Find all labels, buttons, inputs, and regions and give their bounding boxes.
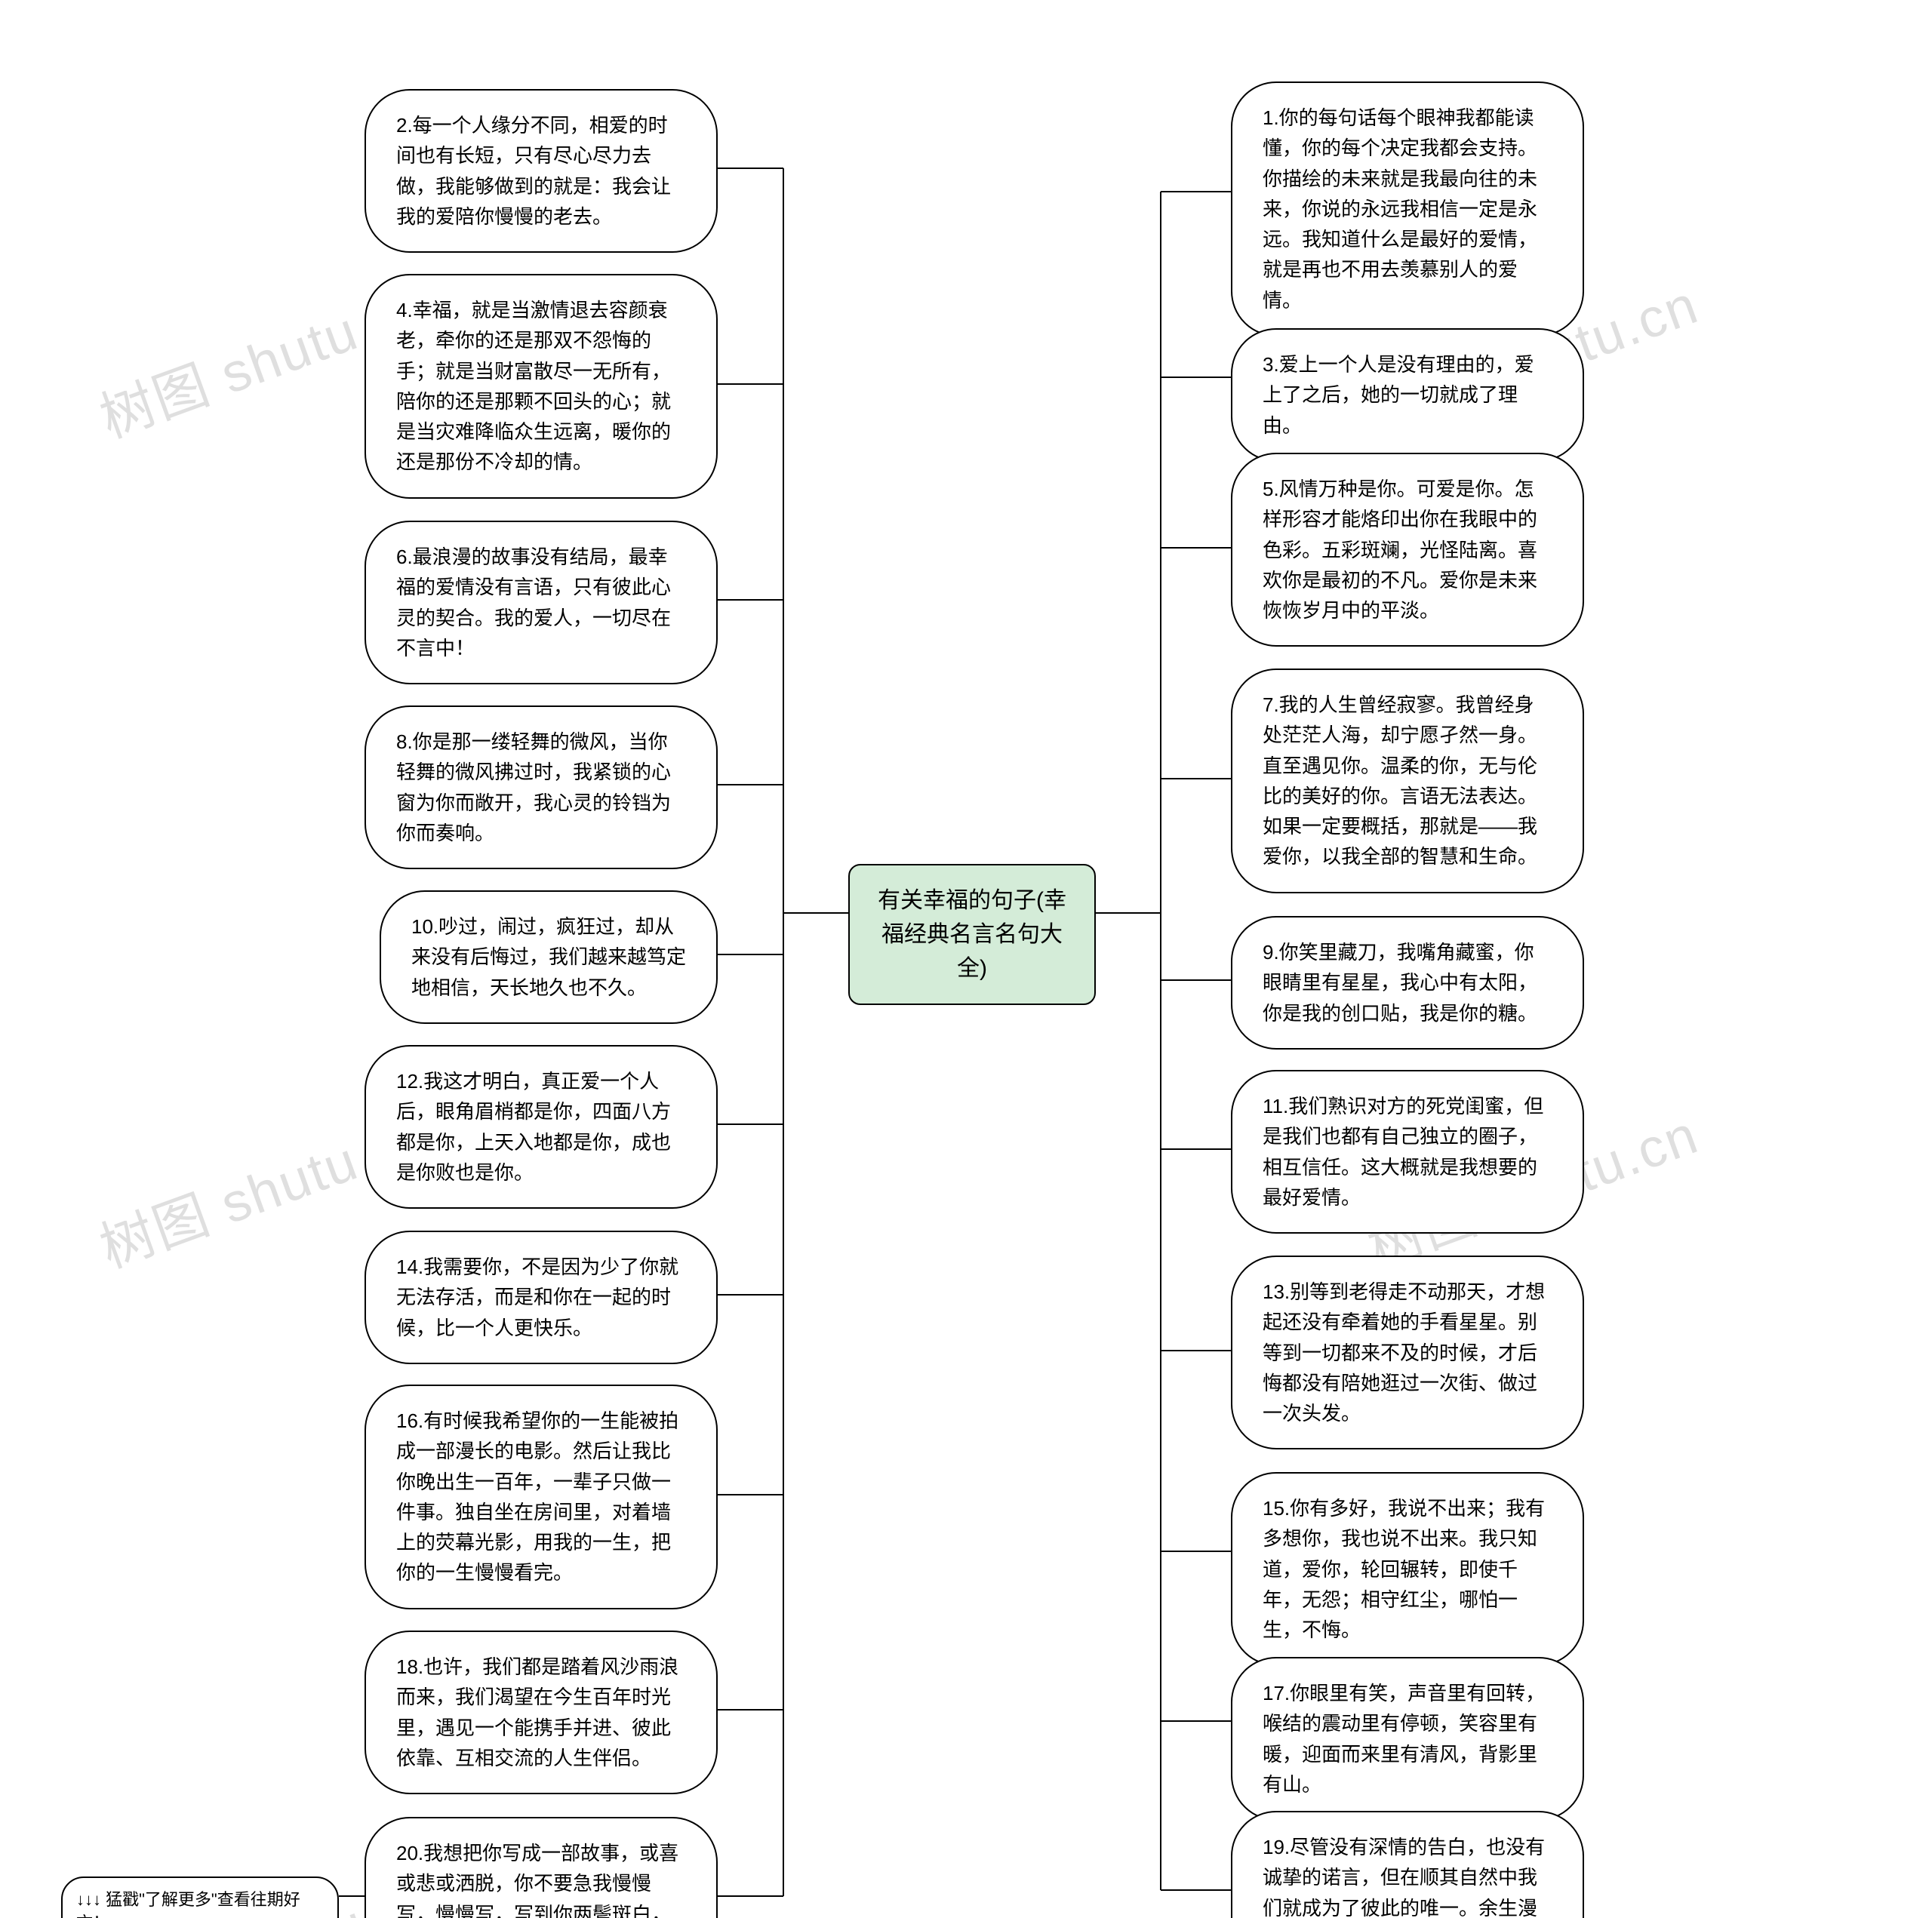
node-text: 2.每一个人缘分不同，相爱的时间也有长短，只有尽心尽力去做，我能够做到的就是：我… bbox=[396, 114, 671, 228]
node-text: 3.爱上一个人是没有理由的，爱上了之后，她的一切就成了理由。 bbox=[1263, 353, 1534, 437]
node-text: 12.我这才明白，真正爱一个人后，眼角眉梢都是你，四面八方都是你，上天入地都是你… bbox=[396, 1070, 671, 1184]
node-14[interactable]: 14.我需要你，不是因为少了你就无法存活，而是和你在一起的时候，比一个人更快乐。 bbox=[365, 1231, 718, 1364]
node-text: 15.你有多好，我说不出来；我有多想你，我也说不出来。我只知道，爱你，轮回辗转，… bbox=[1263, 1497, 1545, 1641]
node-text: 17.你眼里有笑，声音里有回转，喉结的震动里有停顿，笑容里有暖，迎面而来里有清风… bbox=[1263, 1682, 1545, 1796]
node-10[interactable]: 10.吵过，闹过，疯狂过，却从来没有后悔过，我们越来越笃定地相信，天长地久也不久… bbox=[380, 890, 718, 1024]
node-15[interactable]: 15.你有多好，我说不出来；我有多想你，我也说不出来。我只知道，爱你，轮回辗转，… bbox=[1231, 1472, 1584, 1666]
node-3[interactable]: 3.爱上一个人是没有理由的，爱上了之后，她的一切就成了理由。 bbox=[1231, 328, 1584, 462]
node-text: 10.吵过，闹过，疯狂过，却从来没有后悔过，我们越来越笃定地相信，天长地久也不久… bbox=[411, 915, 686, 999]
node-text: 20.我想把你写成一部故事，或喜或悲或洒脱，你不要急我慢慢写，慢慢写，写到你两鬓… bbox=[396, 1842, 678, 1918]
node-text: 18.也许，我们都是踏着风沙雨浪而来，我们渴望在今生百年时光里，遇见一个能携手并… bbox=[396, 1655, 678, 1769]
node-1[interactable]: 1.你的每句话每个眼神我都能读懂，你的每个决定我都会支持。你描绘的未来就是我最向… bbox=[1231, 81, 1584, 337]
node-text: 7.我的人生曾经寂寥。我曾经身处茫茫人海，却宁愿孑然一身。直至遇见你。温柔的你，… bbox=[1263, 693, 1537, 868]
node-18[interactable]: 18.也许，我们都是踏着风沙雨浪而来，我们渴望在今生百年时光里，遇见一个能携手并… bbox=[365, 1631, 718, 1794]
node-text: 5.风情万种是你。可爱是你。怎样形容才能烙印出你在我眼中的色彩。五彩斑斓，光怪陆… bbox=[1263, 478, 1537, 622]
node-13[interactable]: 13.别等到老得走不动那天，才想起还没有牵着她的手看星星。别等到一切都来不及的时… bbox=[1231, 1256, 1584, 1449]
mindmap-canvas: 树图 shutu.cn 树图 shutu.cn 树图 shutu.cn 树图 s… bbox=[0, 0, 1932, 1918]
node-text: 19.尽管没有深情的告白，也没有诚挚的诺言，但在顺其自然中我们就成为了彼此的唯一… bbox=[1263, 1836, 1545, 1918]
node-20-sub[interactable]: ↓↓↓ 猛戳"了解更多"查看往期好文！ bbox=[61, 1877, 339, 1918]
node-19[interactable]: 19.尽管没有深情的告白，也没有诚挚的诺言，但在顺其自然中我们就成为了彼此的唯一… bbox=[1231, 1811, 1584, 1918]
node-16[interactable]: 16.有时候我希望你的一生能被拍成一部漫长的电影。然后让我比你晚出生一百年，一辈… bbox=[365, 1385, 718, 1609]
node-text: 13.别等到老得走不动那天，才想起还没有牵着她的手看星星。别等到一切都来不及的时… bbox=[1263, 1280, 1545, 1425]
node-text: 6.最浪漫的故事没有结局，最幸福的爱情没有言语，只有彼此心灵的契合。我的爱人，一… bbox=[396, 546, 671, 659]
node-5[interactable]: 5.风情万种是你。可爱是你。怎样形容才能烙印出你在我眼中的色彩。五彩斑斓，光怪陆… bbox=[1231, 453, 1584, 647]
node-text: 9.你笑里藏刀，我嘴角藏蜜，你眼睛里有星星，我心中有太阳，你是我的创口贴，我是你… bbox=[1263, 941, 1537, 1025]
node-2[interactable]: 2.每一个人缘分不同，相爱的时间也有长短，只有尽心尽力去做，我能够做到的就是：我… bbox=[365, 89, 718, 253]
node-6[interactable]: 6.最浪漫的故事没有结局，最幸福的爱情没有言语，只有彼此心灵的契合。我的爱人，一… bbox=[365, 521, 718, 684]
node-text: 1.你的每句话每个眼神我都能读懂，你的每个决定我都会支持。你描绘的未来就是我最向… bbox=[1263, 106, 1537, 312]
node-9[interactable]: 9.你笑里藏刀，我嘴角藏蜜，你眼睛里有星星，我心中有太阳，你是我的创口贴，我是你… bbox=[1231, 916, 1584, 1050]
node-4[interactable]: 4.幸福，就是当激情退去容颜衰老，牵你的还是那双不怨悔的手；就是当财富散尽一无所… bbox=[365, 274, 718, 499]
node-12[interactable]: 12.我这才明白，真正爱一个人后，眼角眉梢都是你，四面八方都是你，上天入地都是你… bbox=[365, 1045, 718, 1209]
node-text: 11.我们熟识对方的死党闺蜜，但是我们也都有自己独立的圈子，相互信任。这大概就是… bbox=[1263, 1095, 1543, 1209]
node-text: 14.我需要你，不是因为少了你就无法存活，而是和你在一起的时候，比一个人更快乐。 bbox=[396, 1256, 678, 1339]
node-7[interactable]: 7.我的人生曾经寂寥。我曾经身处茫茫人海，却宁愿孑然一身。直至遇见你。温柔的你，… bbox=[1231, 669, 1584, 893]
node-11[interactable]: 11.我们熟识对方的死党闺蜜，但是我们也都有自己独立的圈子，相互信任。这大概就是… bbox=[1231, 1070, 1584, 1234]
node-text: 8.你是那一缕轻舞的微风，当你轻舞的微风拂过时，我紧锁的心窗为你而敞开，我心灵的… bbox=[396, 730, 671, 844]
node-8[interactable]: 8.你是那一缕轻舞的微风，当你轻舞的微风拂过时，我紧锁的心窗为你而敞开，我心灵的… bbox=[365, 705, 718, 869]
center-topic-text: 有关幸福的句子(幸福经典名言名句大全) bbox=[878, 888, 1066, 981]
node-17[interactable]: 17.你眼里有笑，声音里有回转，喉结的震动里有停顿，笑容里有暖，迎面而来里有清风… bbox=[1231, 1657, 1584, 1821]
node-text: 16.有时候我希望你的一生能被拍成一部漫长的电影。然后让我比你晚出生一百年，一辈… bbox=[396, 1409, 678, 1584]
node-20[interactable]: 20.我想把你写成一部故事，或喜或悲或洒脱，你不要急我慢慢写，慢慢写，写到你两鬓… bbox=[365, 1817, 718, 1918]
node-text: 4.幸福，就是当激情退去容颜衰老，牵你的还是那双不怨悔的手；就是当财富散尽一无所… bbox=[396, 299, 671, 473]
node-text: ↓↓↓ 猛戳"了解更多"查看往期好文！ bbox=[76, 1890, 300, 1918]
center-topic[interactable]: 有关幸福的句子(幸福经典名言名句大全) bbox=[848, 864, 1096, 1005]
